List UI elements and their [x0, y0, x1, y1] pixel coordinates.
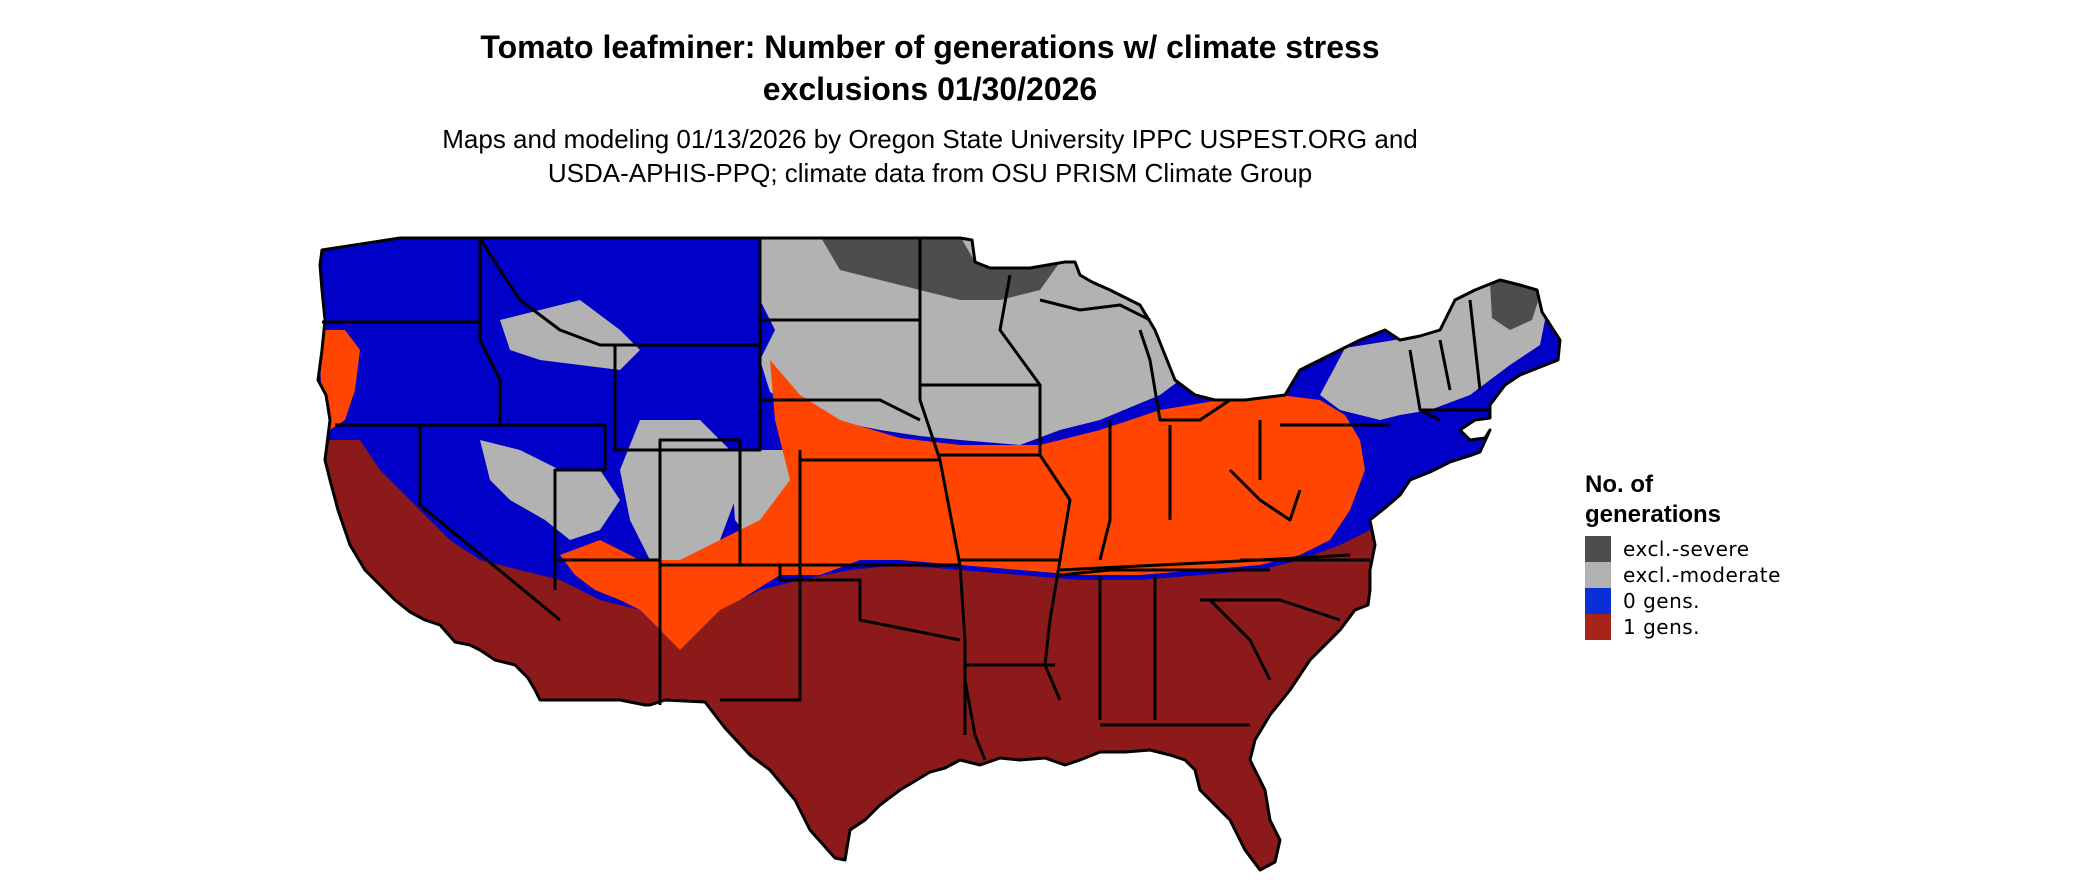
- legend-label-zero-gens: 0 gens.: [1623, 589, 1701, 613]
- border-id-west: [478, 238, 502, 425]
- border-id-mt: [478, 237, 615, 347]
- border-il-in: [1098, 420, 1112, 561]
- border-mi-upper: [1039, 298, 1151, 322]
- legend: No. of generations excl.-severe excl.-mo…: [1585, 470, 1785, 640]
- state-borders: [316, 236, 1562, 872]
- border-nh-me: [1468, 299, 1482, 391]
- legend-items: excl.-severe excl.-moderate 0 gens. 1 ge…: [1585, 536, 1785, 640]
- zone-excl-moderate-rockies: [620, 420, 735, 600]
- legend-swatch-excl-moderate: [1585, 562, 1611, 588]
- legend-label-excl-severe: excl.-severe: [1623, 537, 1750, 561]
- border-tx-la: [963, 679, 987, 761]
- legend-item-one-gens: 1 gens.: [1585, 614, 1785, 640]
- border-ca-nv: [418, 425, 561, 622]
- subtitle-line-1: Maps and modeling 01/13/2026 by Oregon S…: [442, 124, 1418, 154]
- zone-excl-moderate-northeast: [1320, 282, 1545, 420]
- title-line-2: exclusions 01/30/2026: [762, 71, 1098, 107]
- border-ok-tx: [778, 565, 961, 642]
- generation-zones: [318, 238, 1560, 870]
- zone-excl-moderate-north: [760, 238, 1215, 445]
- zone-excl-moderate-greatbasin: [480, 440, 620, 540]
- legend-item-excl-moderate: excl.-moderate: [1585, 562, 1785, 588]
- border-ga-sc: [1208, 598, 1272, 681]
- map-title: Tomato leafminer: Number of generations …: [380, 26, 1480, 110]
- zone-excl-severe-maine: [1490, 278, 1540, 330]
- legend-swatch-one-gens: [1585, 614, 1611, 640]
- border-plains-east: [918, 238, 967, 735]
- legend-swatch-zero-gens: [1585, 588, 1611, 614]
- title-line-1: Tomato leafminer: Number of generations …: [480, 29, 1380, 65]
- border-wy: [613, 345, 762, 452]
- border-vt-nh: [1438, 339, 1452, 391]
- border-mn-wi: [998, 274, 1072, 701]
- border-ky-tn: [1059, 553, 1351, 572]
- legend-item-zero-gens: 0 gens.: [1585, 588, 1785, 614]
- zone-excl-severe-minnesota: [820, 238, 1060, 300]
- legend-title: No. of generations: [1585, 471, 1722, 528]
- us-generations-map: [316, 236, 1562, 872]
- map-subtitle: Maps and modeling 01/13/2026 by Oregon S…: [380, 122, 1480, 190]
- border-nm: [660, 563, 802, 702]
- border-tn-ms-al-ga: [1059, 568, 1270, 577]
- legend-item-excl-severe: excl.-severe: [1585, 536, 1785, 562]
- subtitle-line-2: USDA-APHIS-PPQ; climate data from OSU PR…: [547, 158, 1313, 188]
- border-mi-lower: [1138, 329, 1231, 422]
- border-sd-ne: [760, 398, 921, 422]
- border-wv: [1228, 468, 1302, 522]
- border-nv-ut: [500, 423, 607, 590]
- legend-label-one-gens: 1 gens.: [1623, 615, 1701, 639]
- legend-label-excl-moderate: excl.-moderate: [1623, 563, 1781, 587]
- zone-transition-band: [560, 360, 1365, 670]
- legend-swatch-excl-severe: [1585, 536, 1611, 562]
- border-nc-sc: [1200, 598, 1341, 622]
